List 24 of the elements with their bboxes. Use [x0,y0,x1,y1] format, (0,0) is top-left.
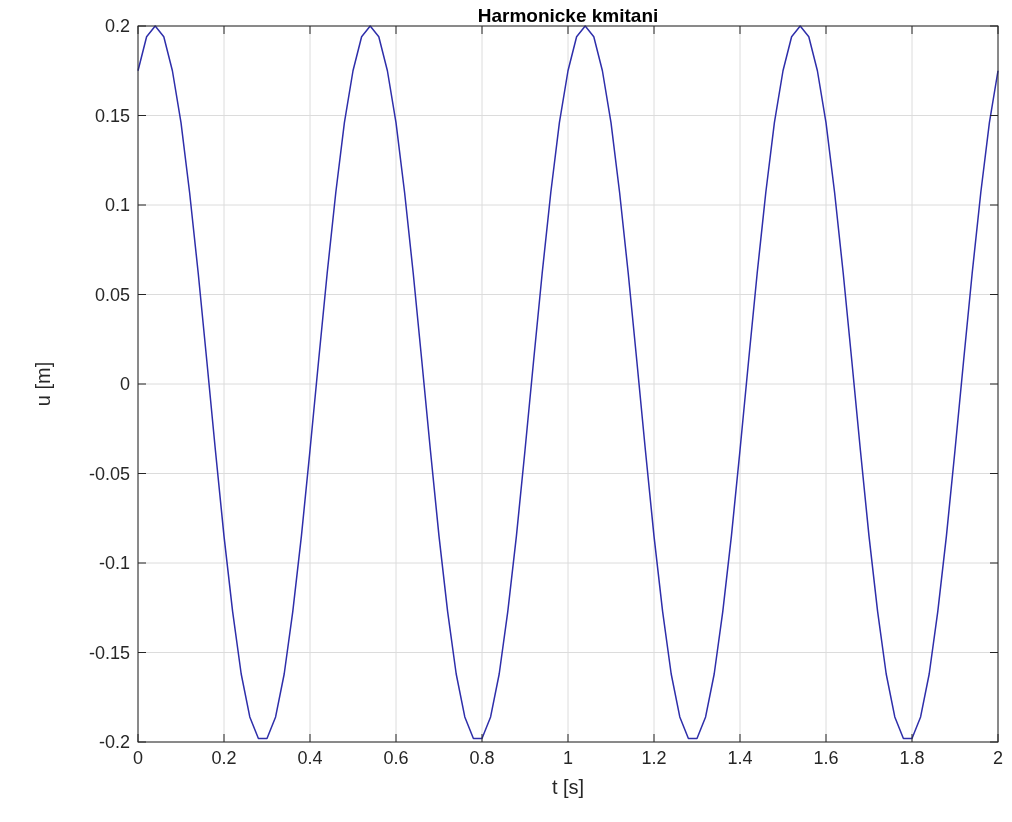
y-tick-label: 0 [119,374,130,395]
y-tick-label: -0.05 [88,463,130,484]
x-tick-label: 1.6 [813,748,839,768]
y-tick-label: 0.2 [104,16,130,37]
x-tick-label: 2 [992,748,1004,768]
y-tick-label: 0.05 [94,284,130,305]
x-axis-title: t [s] [551,776,585,798]
y-tick-label: -0.1 [98,553,130,574]
x-tick-label: 1 [562,748,574,768]
chart-title: Harmonicke kmitani [477,5,659,26]
x-tick-label: 0.4 [297,748,323,768]
x-tick-label: 0.2 [211,748,237,768]
y-tick-label: -0.2 [98,732,130,753]
x-tick-label: 0.8 [469,748,495,768]
y-axis-title: u [m] [32,361,54,407]
y-tick-label: 0.1 [104,195,130,216]
y-tick-label: -0.15 [88,642,130,663]
line-series [137,25,999,740]
y-tick-label: 0.15 [94,105,130,126]
x-tick-label: 1.2 [641,748,667,768]
x-tick-label: 1.4 [727,748,753,768]
x-tick-label: 0.6 [383,748,409,768]
x-tick-label: 1.8 [899,748,925,768]
x-tick-label: 0 [132,748,144,768]
